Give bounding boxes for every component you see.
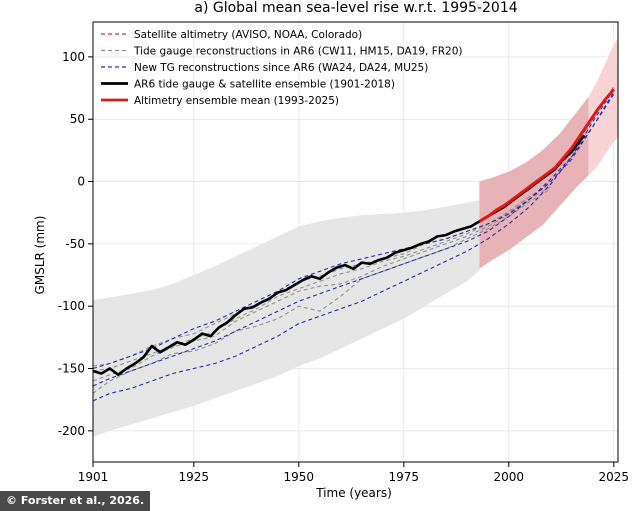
y-tick-label: 50 [70,112,85,126]
x-axis-label: Time (years) [315,486,392,500]
legend-label: New TG reconstructions since AR6 (WA24, … [134,62,428,74]
axes: 1901 1925 1950 1975 2000 2025 -200 -150 -100 -50 0… [58,21,630,484]
legend-label: Satellite altimetry (AVISO, NOAA, Colora… [134,29,362,41]
x-tick-label: 2025 [599,470,630,484]
x-tick-label: 1950 [284,470,315,484]
series-line [93,94,615,370]
y-tick-label: 100 [62,50,85,64]
y-tick-label: -50 [65,237,85,251]
legend-label: AR6 tide gauge & satellite ensemble (190… [134,79,395,91]
x-tick-label: 2000 [494,470,525,484]
legend-label: Altimetry ensemble mean (1993-2025) [134,95,339,107]
series-line [93,89,615,402]
series-line [478,88,615,223]
y-tick-label: -150 [58,362,85,376]
uncertainty-band [588,38,618,176]
y-axis-label: GMSLR (mm) [33,216,47,295]
series-line [93,188,552,394]
plot-frame [92,21,619,463]
y-tick-label: 0 [77,175,85,189]
image-credit: © Forster et al., 2026. [0,491,151,511]
legend-label: Tide gauge reconstructions in AR6 (CW11,… [133,46,463,58]
legend: Satellite altimetry (AVISO, NOAA, Colora… [101,29,463,107]
y-tick-label: -100 [58,299,85,313]
chart-title: a) Global mean sea-level rise w.r.t. 199… [194,0,517,16]
x-tick-label: 1901 [78,470,109,484]
series-line [93,183,552,372]
plot-area [93,22,618,462]
y-tick-label: -200 [58,424,85,438]
x-tick-label: 1975 [389,470,420,484]
x-tick-label: 1925 [179,470,210,484]
series-line [93,91,615,387]
